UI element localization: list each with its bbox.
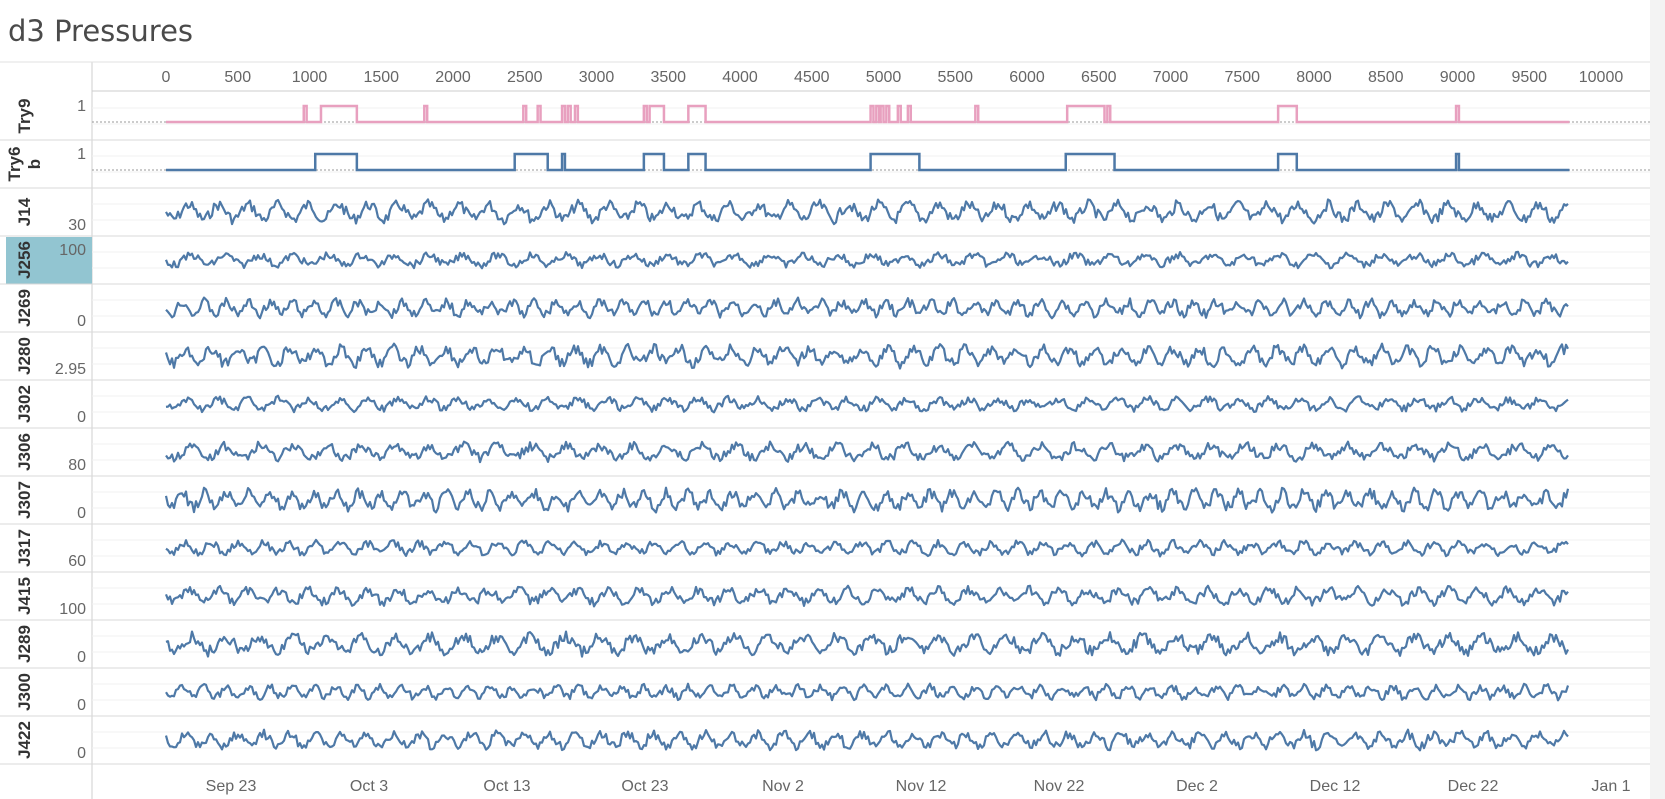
top-axis-tick-label: 2500 <box>507 69 543 86</box>
top-axis-tick-label: 5000 <box>866 69 902 86</box>
top-axis-tick-label: 9500 <box>1511 69 1547 86</box>
series-line-J280[interactable] <box>164 342 1569 370</box>
row-tick-label: 60 <box>68 553 86 570</box>
chart-title: d3 Pressures <box>8 14 194 48</box>
top-axis-tick-label: 0 <box>162 69 171 86</box>
row-tick-label: 0 <box>77 313 86 330</box>
row-label-J317: J317 <box>15 529 34 567</box>
top-axis-tick-label: 10000 <box>1579 69 1624 86</box>
series-line-J415[interactable] <box>164 584 1569 608</box>
row-tick-label: 100 <box>59 601 86 618</box>
row-label-J306: J306 <box>15 433 34 471</box>
row-label-J300: J300 <box>15 673 34 711</box>
top-axis-tick-label: 3000 <box>579 69 615 86</box>
row-label-J289: J289 <box>15 625 34 663</box>
row-label-Try6b: b <box>25 159 44 169</box>
top-axis-tick-label: 6500 <box>1081 69 1117 86</box>
top-axis-tick-label: 2000 <box>435 69 471 86</box>
top-axis-tick-label: 8500 <box>1368 69 1404 86</box>
top-axis-tick-label: 4000 <box>722 69 758 86</box>
row-tick-label: 0 <box>77 745 86 762</box>
row-label-J256: J256 <box>15 241 34 279</box>
bottom-axis-tick-label: Jan 1 <box>1591 778 1630 795</box>
top-axis-tick-label: 500 <box>224 69 251 86</box>
series-line-Try6b[interactable] <box>166 152 1570 172</box>
row-label-J280: J280 <box>15 337 34 375</box>
bottom-axis-tick-label: Oct 3 <box>350 778 388 795</box>
row-tick-label: 0 <box>77 649 86 666</box>
vertical-scrollbar[interactable] <box>1650 0 1665 799</box>
series-line-J306[interactable] <box>165 440 1569 464</box>
row-label-J415: J415 <box>15 577 34 615</box>
bottom-axis-tick-label: Nov 22 <box>1034 778 1085 795</box>
top-axis-tick-label: 7500 <box>1224 69 1260 86</box>
row-tick-label: 0 <box>77 505 86 522</box>
series-line-J256[interactable] <box>164 250 1569 270</box>
series-line-J422[interactable] <box>164 728 1569 752</box>
row-label-Try9: Try9 <box>15 99 34 134</box>
series-line-J307[interactable] <box>164 486 1570 514</box>
row-tick-label: 30 <box>68 217 86 234</box>
series-line-J317[interactable] <box>165 538 1569 558</box>
row-tick-label: 0 <box>77 409 86 426</box>
row-tick-label: 2.95 <box>55 361 86 378</box>
top-axis-tick-label: 7000 <box>1153 69 1189 86</box>
row-label-J269: J269 <box>15 289 34 327</box>
row-tick-label: 1 <box>77 146 86 163</box>
bottom-axis-tick-label: Dec 22 <box>1448 778 1499 795</box>
top-axis-tick-label: 3500 <box>650 69 686 86</box>
row-label-J422: J422 <box>15 721 34 759</box>
top-axis-tick-label: 4500 <box>794 69 830 86</box>
top-axis-tick-label: 6000 <box>1009 69 1045 86</box>
top-axis-tick-label: 1500 <box>363 69 399 86</box>
series-line-Try9[interactable] <box>166 104 1570 124</box>
bottom-axis-tick-label: Dec 12 <box>1310 778 1361 795</box>
row-label-J302: J302 <box>15 385 34 423</box>
bottom-axis-tick-label: Oct 13 <box>483 778 530 795</box>
bottom-axis-tick-label: Nov 2 <box>762 778 804 795</box>
top-axis-tick-label: 8000 <box>1296 69 1332 86</box>
bottom-axis-tick-label: Nov 12 <box>896 778 947 795</box>
series-line-J289[interactable] <box>165 630 1569 658</box>
bottom-axis-tick-label: Sep 23 <box>206 778 257 795</box>
row-label-J14: J14 <box>15 197 34 226</box>
top-axis-tick-label: 1000 <box>292 69 328 86</box>
row-tick-label: 0 <box>77 697 86 714</box>
row-tick-label: 1 <box>77 98 86 115</box>
bottom-axis-tick-label: Oct 23 <box>621 778 668 795</box>
series-line-J302[interactable] <box>165 394 1569 414</box>
top-axis-tick-label: 9000 <box>1440 69 1476 86</box>
row-tick-label: 100 <box>59 242 86 259</box>
row-label-J307: J307 <box>15 481 34 519</box>
top-axis-tick-label: 5500 <box>937 69 973 86</box>
series-line-J300[interactable] <box>165 682 1570 702</box>
row-label-Try6b: Try6 <box>5 147 24 182</box>
bottom-axis-tick-label: Dec 2 <box>1176 778 1218 795</box>
row-tick-label: 80 <box>68 457 86 474</box>
series-line-J269[interactable] <box>165 296 1569 320</box>
row-header-highlight[interactable] <box>6 237 92 284</box>
series-line-J14[interactable] <box>165 198 1569 226</box>
